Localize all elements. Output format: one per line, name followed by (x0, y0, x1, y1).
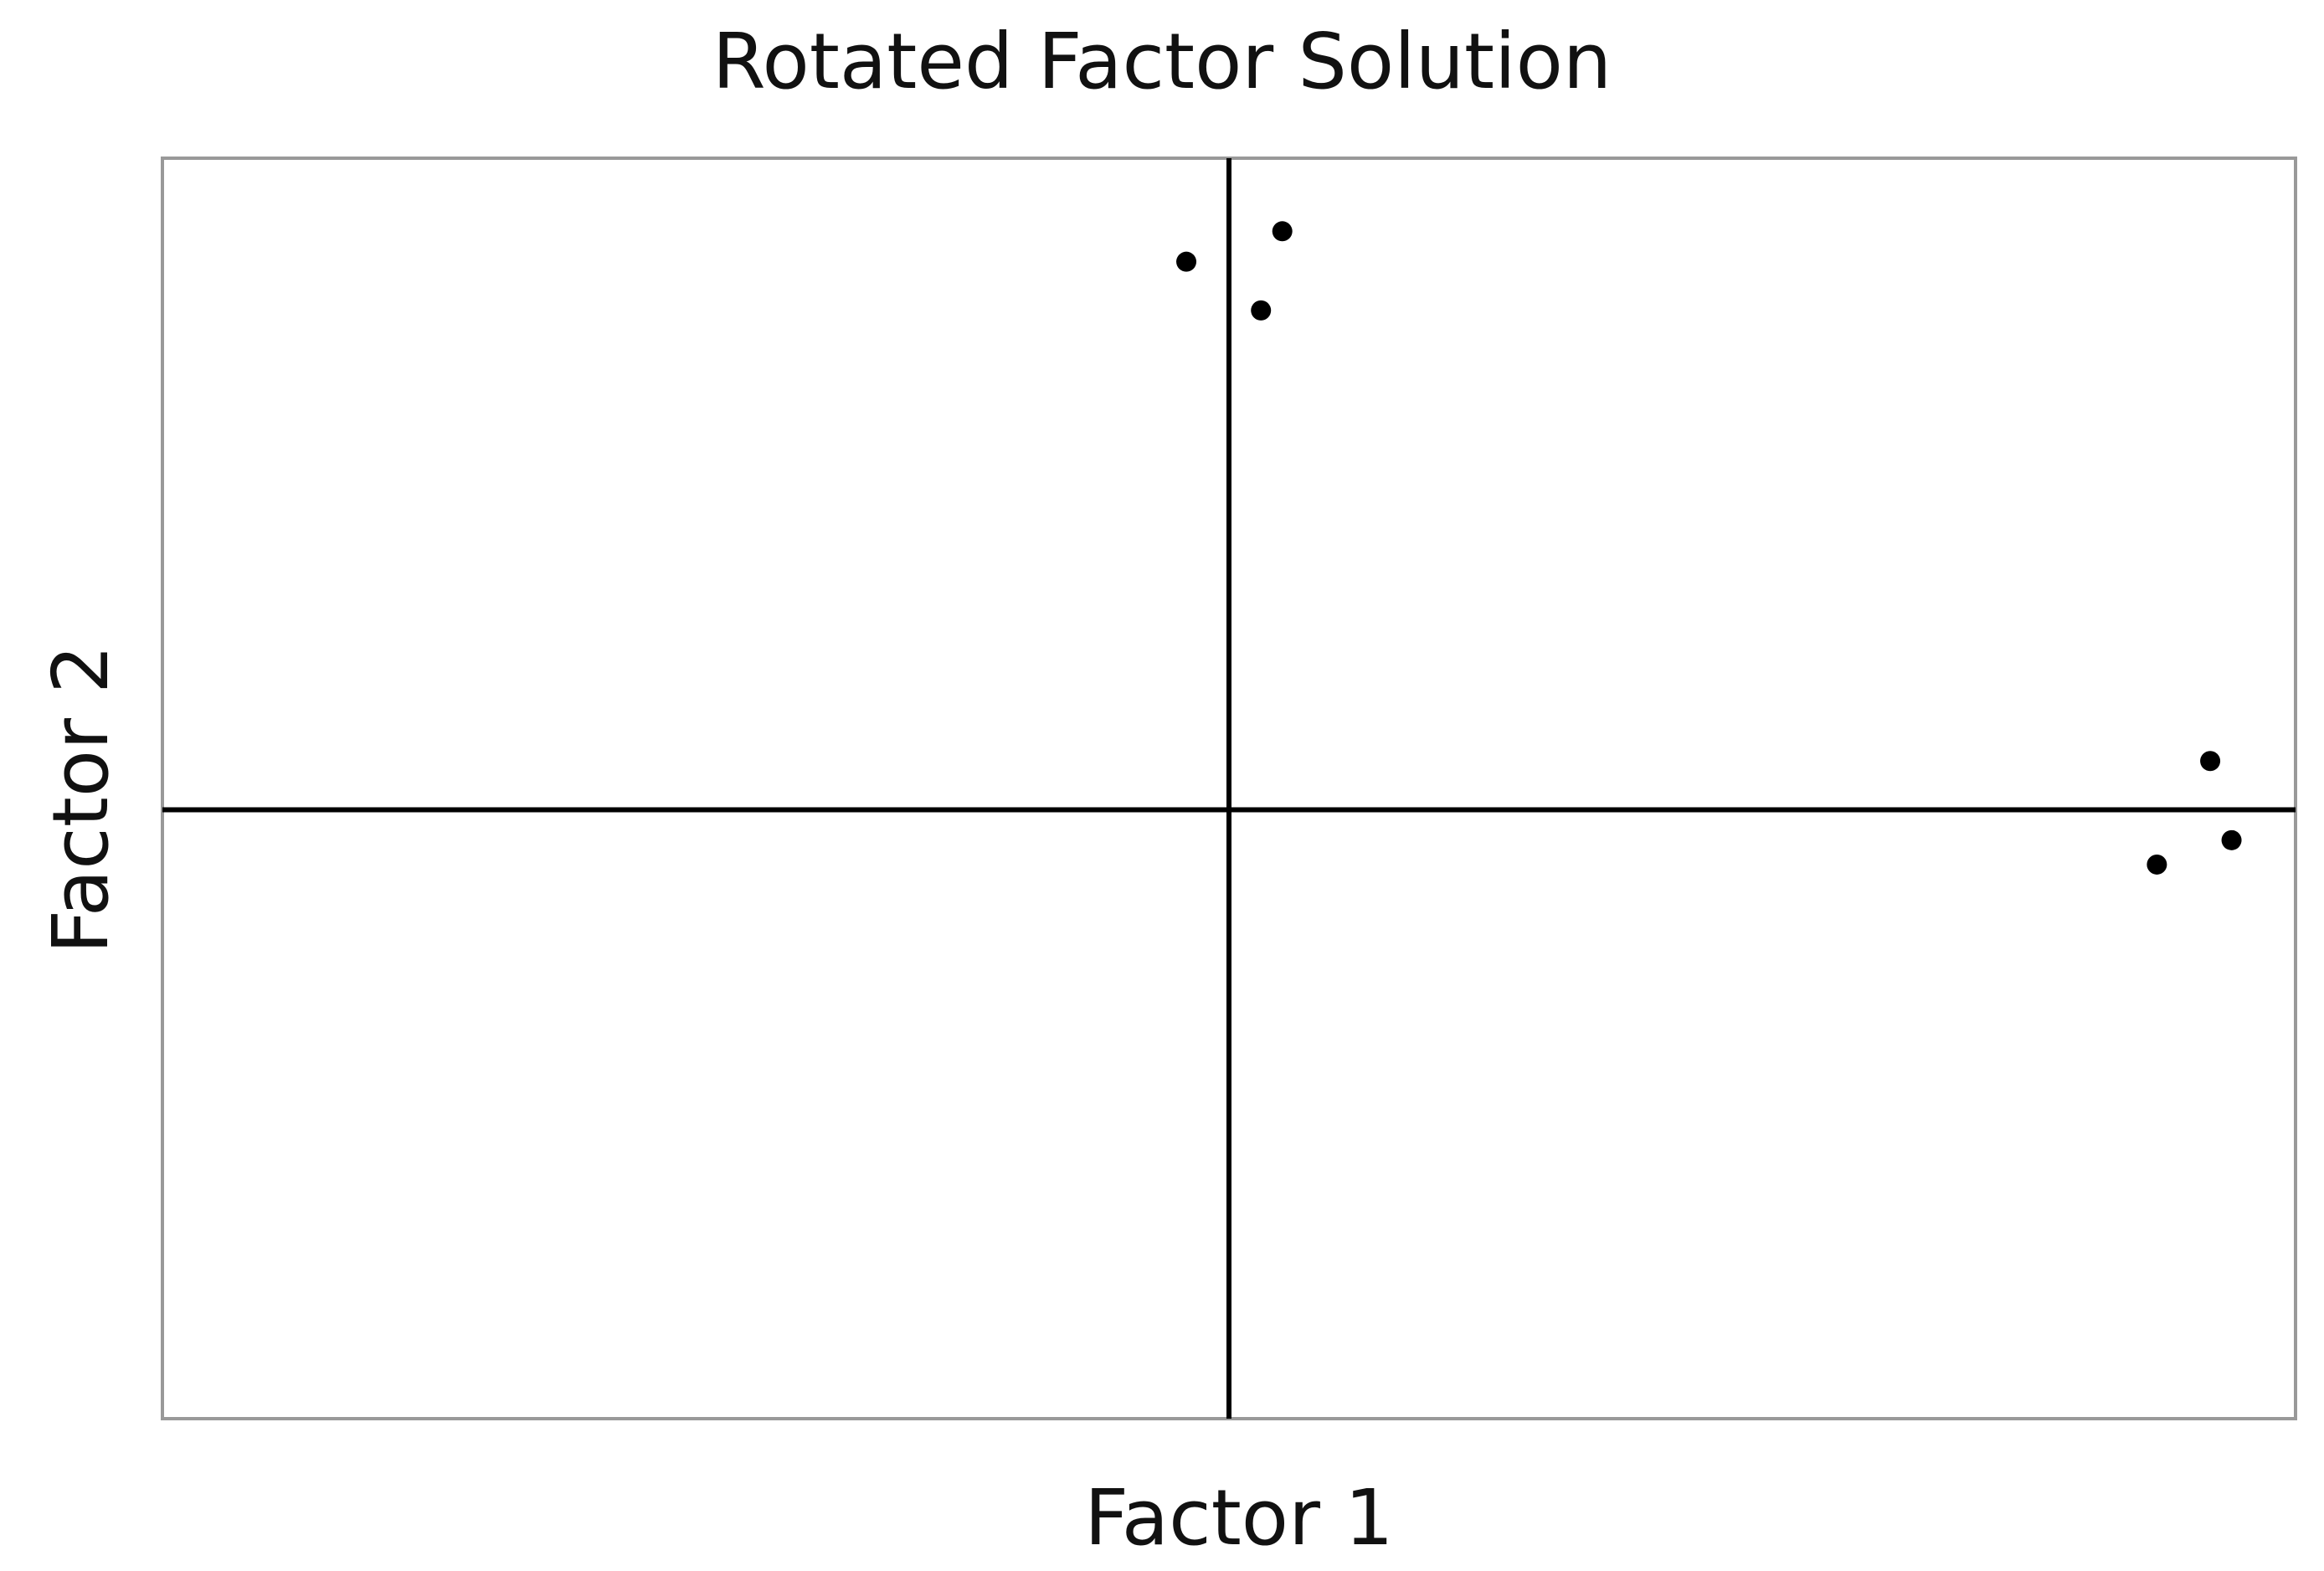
chart-title: Rotated Factor Solution (712, 17, 1612, 106)
data-point (2147, 854, 2167, 875)
data-point (1176, 251, 1197, 272)
points-layer (1176, 221, 2242, 875)
data-point (1272, 221, 1293, 242)
y-axis-label: Factor 2 (36, 644, 126, 953)
data-point (2200, 751, 2221, 772)
x-axis-label: Factor 1 (1084, 1473, 1393, 1563)
data-point (2221, 829, 2242, 850)
data-point (1251, 300, 1272, 321)
